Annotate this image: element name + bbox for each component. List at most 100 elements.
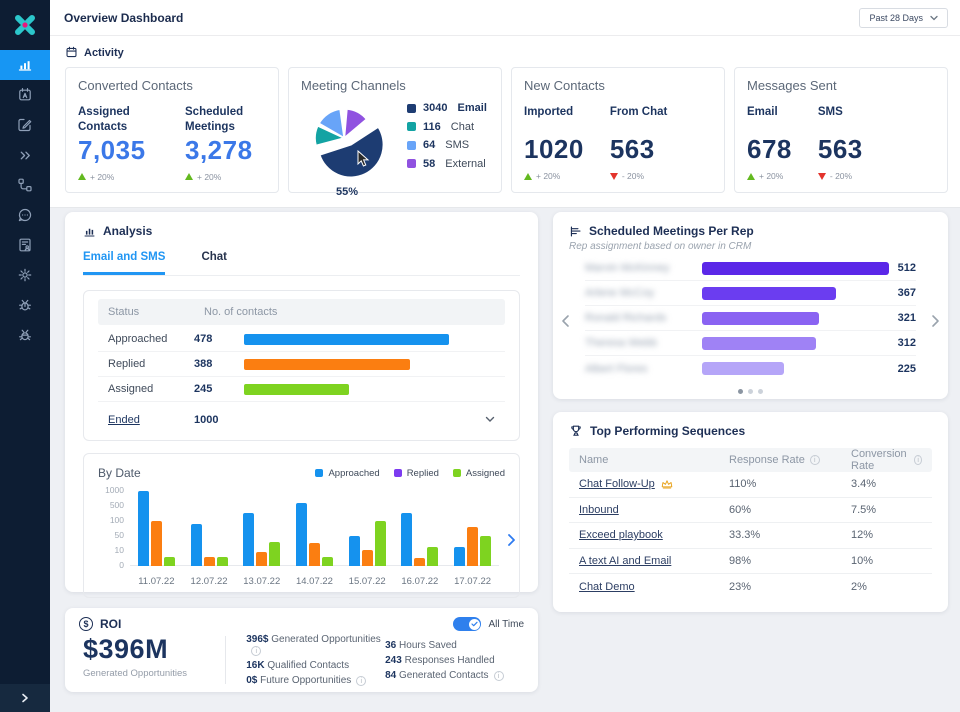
rep-bar (702, 362, 785, 375)
meeting-channels-pie[interactable]: 55% (301, 95, 399, 198)
bar-approached (348, 536, 360, 566)
date-filter-button[interactable]: Past 28 Days (859, 7, 948, 28)
legend-swatch (407, 122, 416, 131)
rep-name: Theresa Webb (585, 337, 657, 349)
sidebar-item-analytics[interactable] (0, 50, 50, 80)
chevron-down-icon (930, 15, 938, 20)
carousel-next-button[interactable] (931, 314, 940, 333)
roi-panel: ROI All Time $396M Generated Opportuniti… (65, 608, 538, 692)
info-icon[interactable] (809, 455, 820, 465)
rep-bar (701, 261, 889, 275)
meetings-subtitle: Rep assignment based on owner in CRM (569, 241, 752, 252)
status-table-header: Status No. of contacts (98, 299, 505, 325)
rep-name: Albert Flores (585, 362, 648, 375)
analytics-icon (18, 61, 32, 71)
sidebar-item-contacts-report[interactable] (0, 230, 50, 260)
info-icon[interactable] (914, 455, 922, 465)
mouse-cursor-icon (357, 150, 370, 167)
status-col-header: Status (108, 306, 140, 318)
sidebar-expand-button[interactable] (0, 684, 50, 712)
bar-replied (361, 550, 373, 566)
y-tick-label: 100 (109, 515, 124, 525)
sequence-name-link[interactable]: Chat Follow-Up (579, 478, 729, 490)
sequence-name-link[interactable]: Exceed playbook (579, 529, 663, 542)
roi-stat: 243 Responses Handled (385, 654, 495, 666)
tab-email-and-sms[interactable]: Email and SMS (83, 251, 166, 275)
sequence-name-link[interactable]: A text AI and Email (579, 554, 672, 567)
rep-value: 312 (897, 337, 916, 349)
app-logo-icon[interactable] (0, 0, 50, 50)
metric-value: 563 (817, 134, 863, 164)
x-tick-label: 16.07.22 (401, 576, 439, 587)
sidebar-item-settings[interactable] (0, 260, 50, 290)
sidebar-item-chat[interactable] (0, 200, 50, 230)
roi-headline: $396M Generated Opportunities (79, 634, 225, 686)
analysis-tabs: Email and SMS Chat (83, 251, 520, 276)
conversion-rate-value: 7.5% (851, 503, 877, 516)
rep-value: 225 (897, 362, 916, 375)
y-tick-label: 0 (119, 560, 124, 570)
info-icon[interactable] (251, 646, 262, 656)
carousel-dot[interactable] (738, 389, 743, 394)
info-icon[interactable] (493, 670, 504, 681)
by-date-next-button[interactable] (506, 532, 517, 553)
ended-row[interactable]: Ended 1000 (98, 402, 505, 438)
sidebar-item-bug-alt[interactable] (0, 320, 50, 350)
ended-chevron-icon[interactable] (485, 414, 495, 426)
sequence-row: Exceed playbook 33.3% 12% (569, 523, 932, 549)
legend-swatch (407, 140, 416, 150)
sequence-name-link[interactable]: Inbound (579, 503, 619, 516)
all-time-toggle[interactable] (453, 617, 482, 631)
sidebar-item-ab-test[interactable] (0, 80, 50, 110)
carousel-prev-button[interactable] (561, 314, 570, 333)
bar-replied (308, 543, 320, 566)
legend-item: Approached (315, 468, 380, 479)
sequence-name-link[interactable]: Chat Demo (579, 580, 635, 593)
metric-value: 7,035 (78, 134, 146, 165)
sidebar-item-bug[interactable] (0, 290, 50, 320)
bar-replied (256, 552, 268, 566)
roi-stats-col2: 36 Hours Saved 243 Responses Handled 84 Ge… (385, 634, 524, 686)
triangle-up-icon (747, 172, 755, 180)
rep-bar-track (701, 261, 889, 275)
bar-groups: 11.07.22 12.07.22 13.07.22 14.07.22 15.07.22… (130, 488, 499, 588)
sidebar-item-sequences[interactable] (0, 170, 50, 200)
status-bar (244, 383, 349, 395)
metric-value: 563 (609, 134, 655, 164)
sidebar-item-expand-nav[interactable] (0, 140, 50, 170)
metric: Imported 1020 + 20% (524, 105, 584, 181)
topbar: Overview Dashboard Past 28 Days (50, 0, 960, 36)
info-icon[interactable] (356, 676, 367, 686)
legend-swatch (393, 469, 402, 477)
roi-stat: 36 Hours Saved (385, 639, 457, 651)
bar-approached (401, 513, 413, 566)
sequences-table-body: Chat Follow-Up 110% 3.4% Inbound 60% 7.5% Exce… (569, 472, 932, 600)
carousel-dot[interactable] (758, 389, 763, 394)
status-bar (244, 358, 410, 370)
rep-value: 512 (897, 262, 916, 274)
metric-value: 1020 (524, 134, 584, 164)
triangle-up-icon (185, 173, 193, 181)
page-title: Overview Dashboard (64, 10, 184, 25)
ended-label: Ended (108, 414, 140, 426)
sequences-title: Top Performing Sequences (590, 424, 746, 438)
metric: Scheduled Meetings 3,278 + 20% (185, 105, 266, 182)
rep-row: Arlene McCoy 367 (585, 281, 916, 306)
bar-group: 12.07.22 (190, 491, 228, 588)
roi-title: ROI (100, 617, 122, 631)
carousel-dot[interactable] (748, 389, 753, 394)
legend-swatch (407, 159, 416, 168)
rep-row: Theresa Webb 312 (585, 331, 916, 356)
bar-approached (190, 524, 202, 566)
roi-stat: 16K Qualified Contacts (246, 660, 350, 671)
bar-assigned (374, 521, 386, 566)
metric-label: Email (747, 106, 778, 118)
metric-label: Scheduled Meetings (185, 106, 244, 133)
tab-chat[interactable]: Chat (201, 251, 227, 263)
horizontal-bars-icon (570, 225, 581, 237)
y-tick-label: 1000 (105, 485, 124, 495)
x-tick-label: 17.07.22 (454, 576, 492, 587)
bar-replied (203, 557, 215, 566)
sidebar-item-compose[interactable] (0, 110, 50, 140)
top-sequences-panel: Top Performing Sequences Name Response R… (553, 412, 948, 612)
